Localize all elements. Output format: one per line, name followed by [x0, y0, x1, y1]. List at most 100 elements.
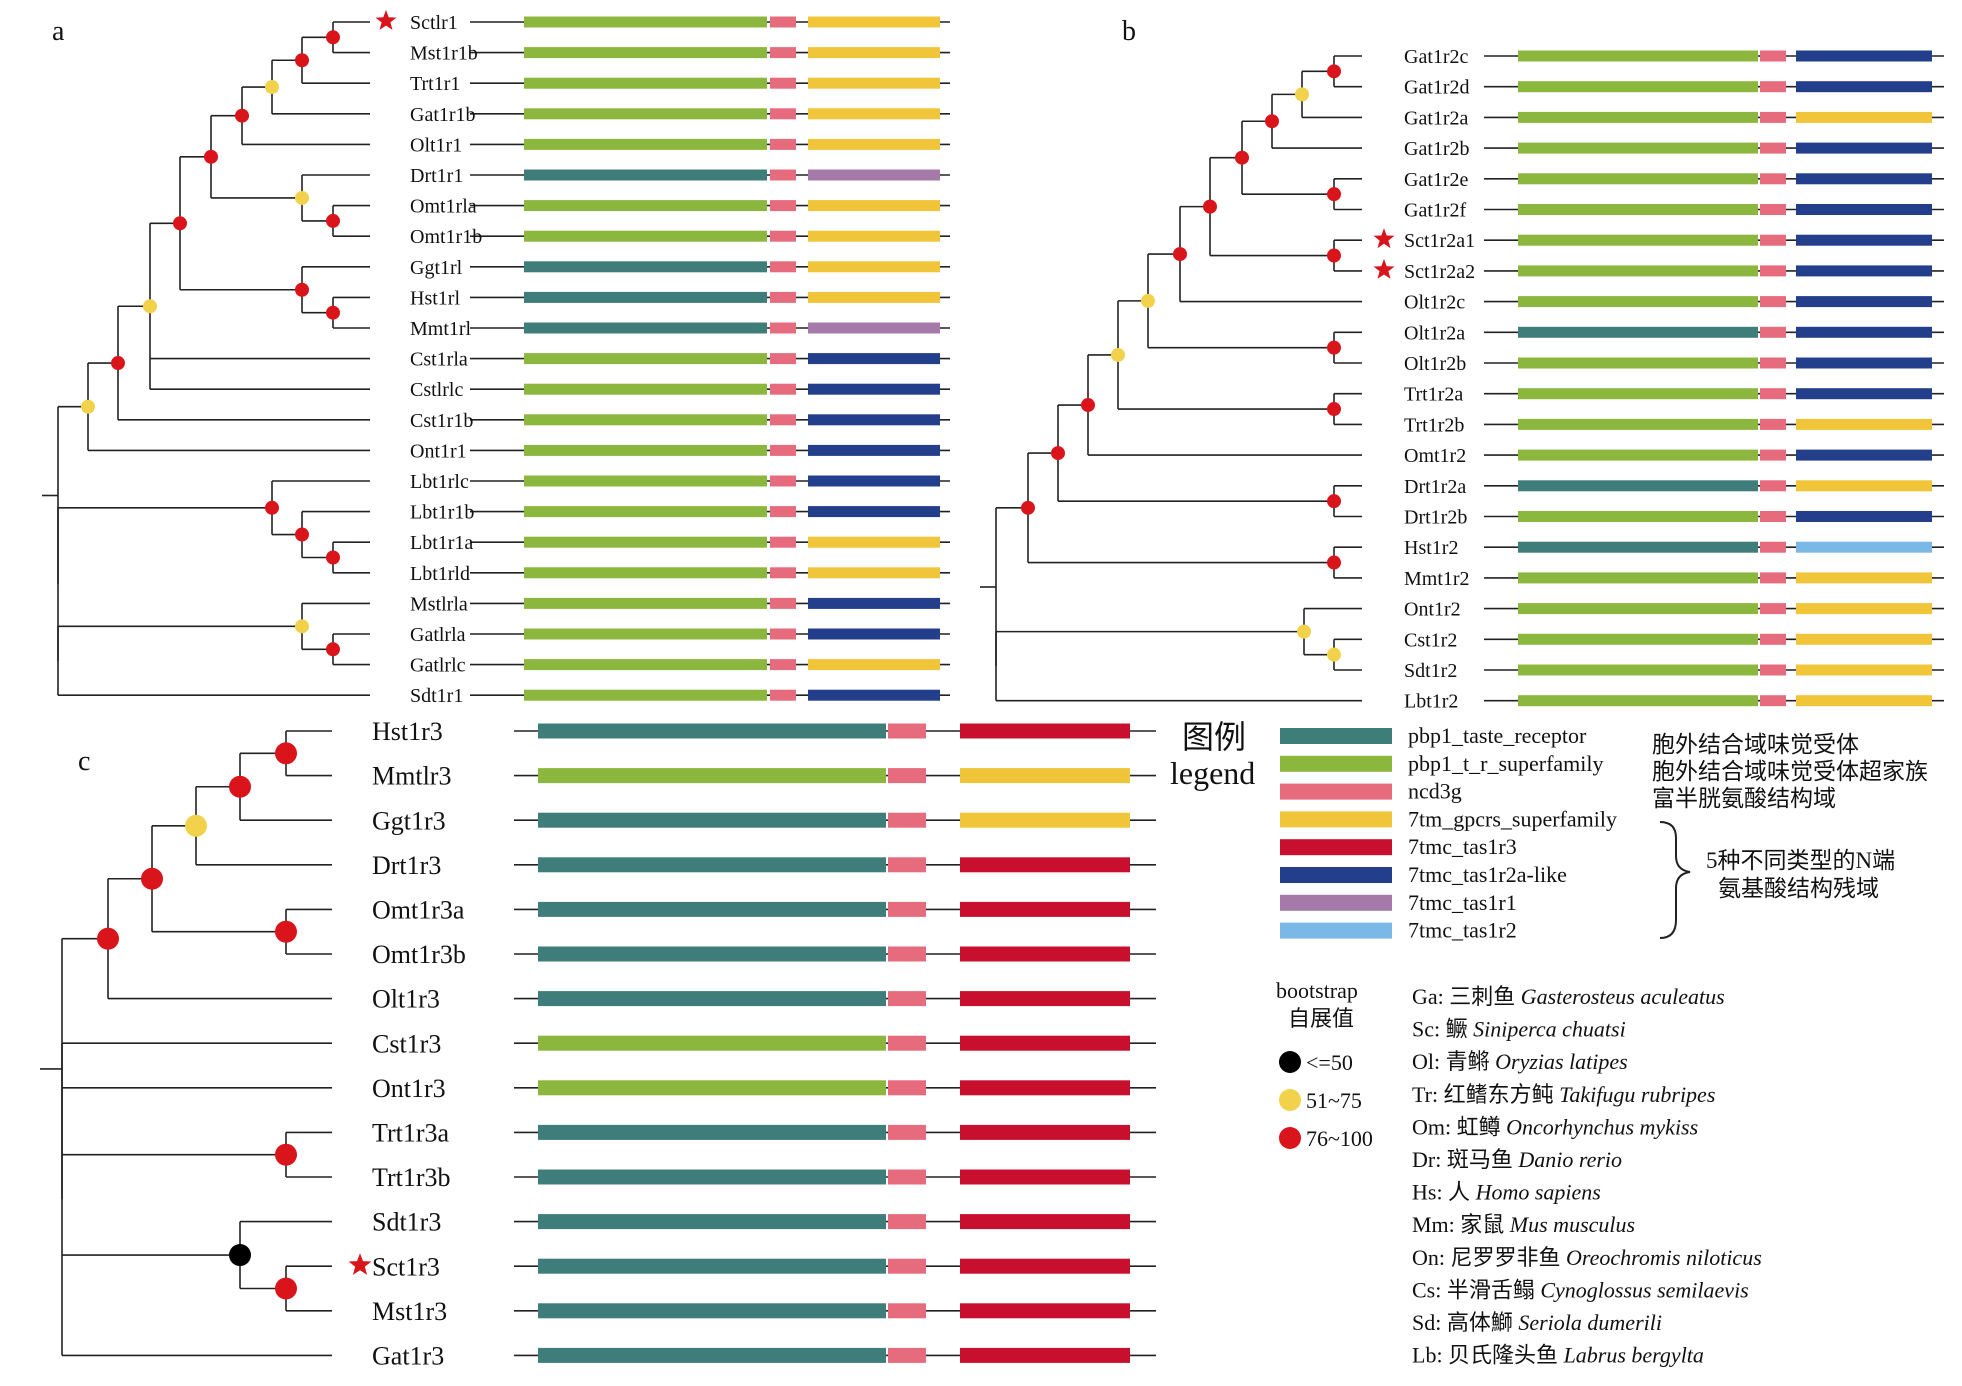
a-domain-7tm: [808, 506, 940, 518]
b-domain-7tm: [1796, 296, 1932, 308]
a-label: Mmt1rl: [410, 318, 472, 340]
species-entry: Om: 虹鳟 Oncorhynchus mykiss: [1412, 1114, 1698, 1139]
a-domain-extracellular: [524, 597, 767, 609]
a-bootstrap-node: [81, 399, 95, 414]
b-label: Olt1r2b: [1404, 353, 1466, 375]
b-domain-extracellular: [1518, 326, 1758, 338]
b-domain-7tm: [1796, 81, 1932, 93]
species-latin: Siniperca chuatsi: [1473, 1017, 1626, 1042]
legend-title-cn: 图例: [1182, 719, 1246, 755]
b-domain-ncd3g: [1760, 418, 1786, 430]
species-latin: Cynoglossus semilaevis: [1540, 1277, 1748, 1302]
c-label: Drt1r3: [372, 851, 441, 880]
b-bootstrap-node: [1173, 247, 1187, 262]
b-domain-extracellular: [1518, 480, 1758, 492]
b-domain-ncd3g: [1760, 142, 1786, 154]
b-domain-7tm: [1796, 572, 1932, 584]
panel-letter-c: c: [78, 746, 90, 777]
a-domain-extracellular: [524, 506, 767, 518]
species-code: Sc: 鳜: [1412, 1017, 1473, 1042]
species-latin: Mus musculus: [1509, 1212, 1635, 1237]
a-domain-7tm: [808, 47, 940, 59]
a-domain-ncd3g: [770, 261, 796, 273]
bootstrap-legend-label: 76~100: [1306, 1126, 1373, 1151]
species-entry: Hs: 人 Homo sapiens: [1412, 1180, 1601, 1205]
species-entry: Ga: 三刺鱼 Gasterosteus aculeatus: [1412, 984, 1725, 1009]
c-domain-extracellular: [538, 1124, 886, 1140]
c-label: Sdt1r3: [372, 1208, 441, 1237]
a-domain-extracellular: [524, 261, 767, 273]
a-domain-extracellular: [524, 567, 767, 579]
c-label: Cst1r3: [372, 1029, 441, 1058]
a-domain-extracellular: [524, 628, 767, 640]
a-domain-ncd3g: [770, 353, 796, 365]
c-domain-extracellular: [538, 1169, 886, 1185]
species-latin: Danio rerio: [1517, 1147, 1622, 1172]
c-bootstrap-node: [275, 742, 297, 765]
a-bootstrap-node: [326, 213, 340, 228]
legend-title-en: legend: [1170, 755, 1255, 791]
b-domain-extracellular: [1518, 449, 1758, 461]
a-domain-ncd3g: [770, 47, 796, 59]
c-domain-7tm: [960, 857, 1130, 873]
a-bootstrap-node: [143, 299, 157, 314]
c-bootstrap-node: [275, 1143, 297, 1166]
a-domain-ncd3g: [770, 108, 796, 120]
b-bootstrap-node: [1051, 446, 1065, 461]
species-latin: Labrus bergylta: [1563, 1343, 1704, 1368]
species-code: Hs: 人: [1412, 1180, 1476, 1205]
species-code: Ga: 三刺鱼: [1412, 984, 1521, 1009]
bootstrap-title-en: bootstrap: [1276, 978, 1358, 1003]
b-domain-extracellular: [1518, 541, 1758, 553]
a-label: Cstlrlc: [410, 379, 463, 401]
legend-swatch-pink: [1280, 783, 1392, 800]
legend-swatch-green: [1280, 755, 1392, 772]
c-bootstrap-node: [141, 867, 163, 890]
b-label: Gat1r2c: [1404, 46, 1469, 68]
c-domain-ncd3g: [888, 1124, 926, 1140]
b-label: Gat1r2b: [1404, 138, 1470, 160]
legend: 图例 legend pbp1_taste_receptor pbp1_t_r_su…: [1170, 719, 1928, 1151]
species-latin: Takifugu rubripes: [1559, 1082, 1715, 1107]
c-domain-7tm: [960, 768, 1130, 784]
a-domain-ncd3g: [770, 444, 796, 456]
c-domain-ncd3g: [888, 812, 926, 828]
c-domain-extracellular: [538, 1258, 886, 1274]
a-bootstrap-node: [265, 80, 279, 95]
c-star-icon: [348, 1253, 372, 1275]
b-domain-7tm: [1796, 664, 1932, 676]
b-bootstrap-node: [1295, 87, 1309, 102]
b-bootstrap-node: [1327, 647, 1341, 662]
a-domain-ncd3g: [770, 536, 796, 548]
a-domain-ncd3g: [770, 200, 796, 212]
a-bootstrap-node: [326, 305, 340, 320]
c-domain-7tm: [960, 1303, 1130, 1319]
species-code: Cs: 半滑舌鳎: [1412, 1277, 1540, 1302]
domain-rows: Sctlr1 Mst1r1b Trt1r1 Gat1r1b Olt1r1 Drt1r1 Om…: [348, 10, 1944, 1371]
a-domain-extracellular: [524, 47, 767, 59]
a-domain-extracellular: [524, 383, 767, 395]
a-bootstrap-node: [173, 216, 187, 231]
a-bootstrap-node: [295, 282, 309, 297]
c-label: Mmtlr3: [372, 762, 451, 791]
b-domain-ncd3g: [1760, 326, 1786, 338]
a-domain-ncd3g: [770, 597, 796, 609]
tree-a: [42, 21, 370, 697]
b-domain-extracellular: [1518, 50, 1758, 62]
a-domain-7tm: [808, 77, 940, 89]
a-label: Trt1r1: [410, 73, 460, 95]
species-entry: Mm: 家鼠 Mus musculus: [1412, 1212, 1635, 1237]
legend-desc-1: 胞外结合域味觉受体: [1652, 732, 1859, 757]
b-domain-7tm: [1796, 142, 1932, 154]
a-domain-7tm: [808, 536, 940, 548]
a-label: Lbt1r1b: [410, 502, 474, 524]
c-label: Olt1r3: [372, 985, 440, 1014]
b-label: Gat1r2f: [1404, 200, 1467, 222]
a-domain-7tm: [808, 689, 940, 701]
species-entry: Ol: 青鳉 Oryzias latipes: [1412, 1049, 1628, 1074]
a-domain-7tm: [808, 291, 940, 303]
c-label: Omt1r3a: [372, 896, 465, 925]
b-label: Olt1r2a: [1404, 322, 1465, 344]
a-label: Omt1rla: [410, 196, 477, 218]
a-domain-7tm: [808, 659, 940, 671]
